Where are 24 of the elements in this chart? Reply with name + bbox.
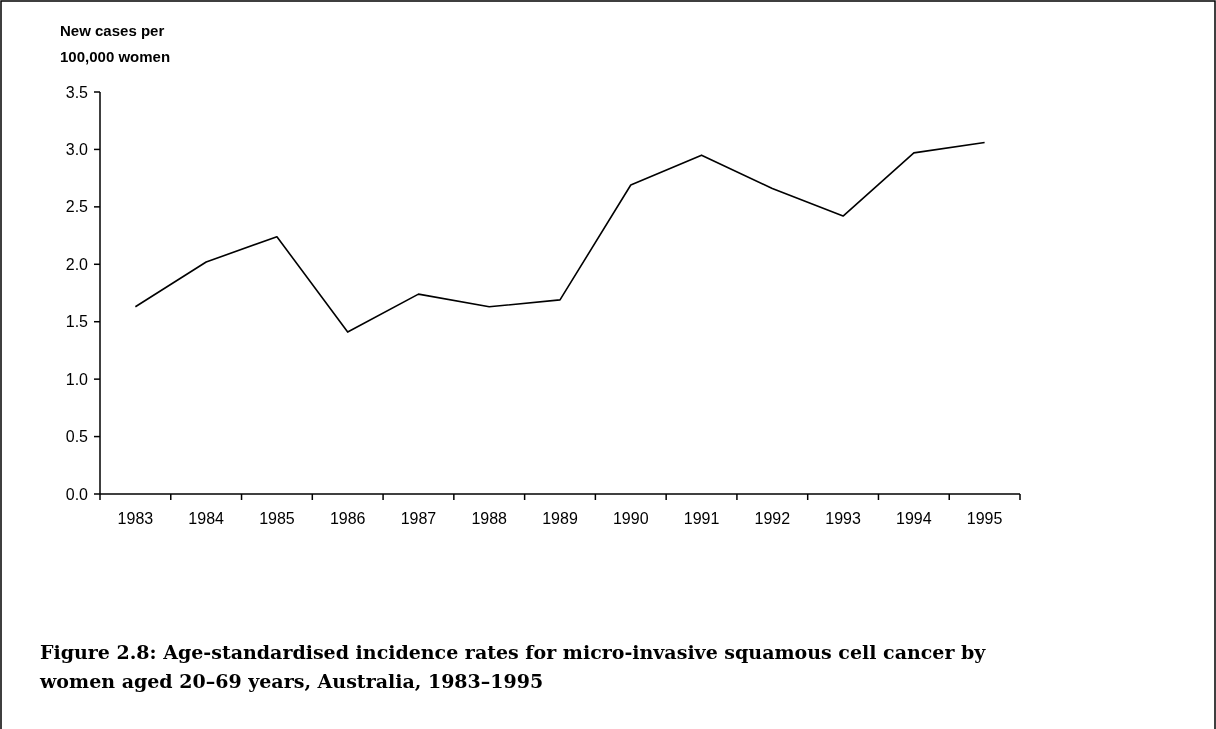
- y-tick-label: 0.0: [65, 485, 89, 503]
- x-tick-label: 1983: [117, 510, 154, 527]
- text: Figure 2.8: Age-standardised incidence rates for micro-invasive squamous cell cancer by women aged 20–69 years, Australia, 1983–1995: [39, 641, 987, 692]
- y-tick-label: 3.5: [65, 83, 89, 101]
- x-tick-label: 1995: [966, 510, 1003, 527]
- x-tick-label: 1987: [400, 510, 437, 527]
- y-tick-label: 2.5: [65, 198, 89, 216]
- x-tick-label: 1992: [754, 510, 791, 527]
- x-tick-label: 1988: [471, 510, 508, 527]
- x-tick-label: 1985: [259, 510, 295, 527]
- x-tick-label: 1990: [612, 510, 649, 527]
- line-series: [134, 141, 986, 333]
- y-tick-label: 1.0: [65, 370, 89, 388]
- x-tick-label: 1991: [683, 510, 720, 527]
- x-tick-label: 1986: [329, 510, 366, 527]
- y-axis-title: New cases per 100,000 women: [60, 22, 171, 65]
- x-tick-label: 1994: [896, 510, 932, 527]
- x-tick-label: 1993: [825, 510, 861, 527]
- y-tick-label: 1.5: [65, 313, 89, 331]
- y-tick-label: 2.0: [65, 255, 89, 273]
- y-tick-label: 3.0: [65, 141, 89, 159]
- y-tick-label: 0.5: [65, 428, 89, 446]
- x-tick-label: 1984: [188, 510, 225, 527]
- x-tick-label: 1989: [542, 510, 578, 527]
